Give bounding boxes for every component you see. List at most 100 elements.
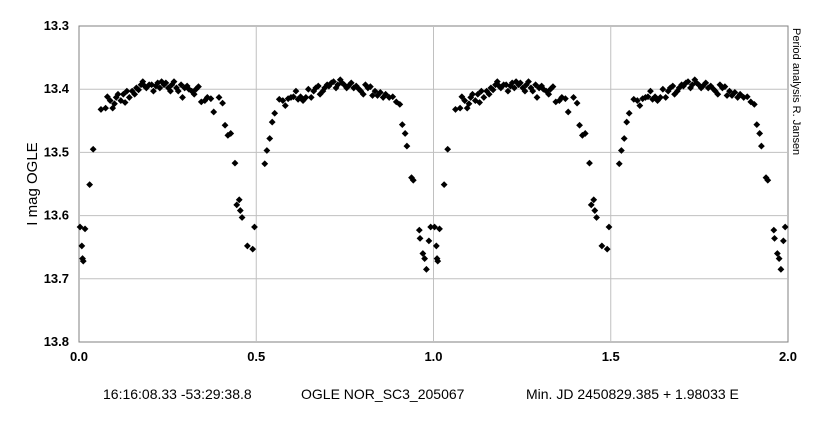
data-point bbox=[183, 82, 191, 90]
data-point bbox=[615, 160, 623, 168]
data-point bbox=[261, 160, 269, 168]
data-point bbox=[487, 84, 495, 92]
data-point bbox=[495, 82, 503, 90]
x-tick-labels: 0.0 0.5 1.0 1.5 2.0 bbox=[70, 349, 797, 364]
data-point bbox=[325, 82, 333, 90]
data-point bbox=[79, 257, 87, 265]
data-point bbox=[456, 104, 464, 112]
y-tick-label: 13.3 bbox=[44, 18, 69, 33]
data-point bbox=[427, 223, 435, 231]
data-point bbox=[238, 214, 246, 221]
data-point bbox=[684, 78, 692, 86]
data-point bbox=[419, 250, 427, 257]
data-point bbox=[474, 90, 482, 98]
data-point bbox=[421, 255, 429, 262]
data-point bbox=[510, 84, 518, 92]
data-point bbox=[731, 88, 739, 96]
data-point bbox=[139, 78, 147, 86]
data-point bbox=[221, 121, 229, 129]
data-point bbox=[316, 90, 324, 98]
data-point bbox=[319, 87, 327, 95]
data-point bbox=[307, 94, 315, 101]
data-point bbox=[471, 97, 479, 104]
data-point bbox=[570, 94, 577, 101]
data-point bbox=[385, 94, 393, 101]
data-point bbox=[516, 79, 524, 87]
data-point bbox=[549, 83, 557, 91]
data-point bbox=[714, 90, 722, 98]
data-point bbox=[396, 100, 404, 108]
data-point bbox=[131, 90, 139, 98]
data-point bbox=[382, 90, 390, 98]
y-axis-label: I mag OGLE bbox=[24, 142, 41, 225]
data-point bbox=[279, 97, 287, 104]
data-point bbox=[170, 78, 178, 86]
data-point bbox=[338, 79, 346, 87]
x-tick-label: 1.5 bbox=[602, 349, 620, 364]
data-point bbox=[89, 145, 97, 153]
data-point bbox=[249, 245, 257, 253]
data-point bbox=[135, 86, 142, 94]
data-point bbox=[207, 95, 215, 103]
data-point bbox=[483, 87, 491, 95]
data-point bbox=[721, 83, 729, 91]
data-point bbox=[425, 237, 433, 245]
data-point bbox=[617, 147, 625, 154]
data-point bbox=[493, 78, 501, 86]
side-note: Period analysis R. Jansen bbox=[790, 28, 802, 155]
data-point bbox=[458, 93, 466, 101]
data-point bbox=[352, 82, 360, 90]
data-point bbox=[680, 82, 687, 90]
data-point bbox=[710, 85, 717, 93]
footer-ephemeris: Min. JD 2450829.385 + 1.98033 E bbox=[526, 386, 739, 402]
data-point bbox=[586, 159, 593, 167]
data-point bbox=[693, 79, 700, 87]
data-point bbox=[633, 97, 641, 104]
data-point bbox=[775, 255, 783, 262]
data-point bbox=[403, 142, 411, 150]
data-point bbox=[625, 109, 633, 117]
grid bbox=[79, 26, 788, 342]
data-point bbox=[756, 130, 764, 137]
data-point bbox=[564, 108, 572, 116]
data-point bbox=[750, 100, 758, 108]
data-point bbox=[423, 265, 430, 273]
data-point bbox=[779, 237, 787, 245]
data-point bbox=[302, 94, 310, 101]
data-point bbox=[461, 97, 469, 104]
data-point bbox=[440, 181, 448, 189]
y-tick-label: 13.7 bbox=[44, 271, 69, 286]
data-point bbox=[167, 87, 174, 95]
y-tick-labels: 13.3 13.4 13.5 13.6 13.7 13.8 bbox=[44, 18, 70, 349]
x-tick-label: 2.0 bbox=[779, 349, 797, 364]
data-point bbox=[168, 81, 176, 89]
footer-object-id: OGLE NOR_SC3_205067 bbox=[301, 386, 465, 402]
y-tick-label: 13.5 bbox=[44, 144, 69, 159]
data-point bbox=[726, 87, 733, 95]
data-point bbox=[527, 84, 535, 92]
data-point bbox=[299, 97, 307, 104]
data-point bbox=[179, 94, 186, 101]
data-point bbox=[266, 135, 274, 142]
data-point bbox=[561, 95, 569, 103]
data-point bbox=[538, 82, 546, 90]
data-point bbox=[76, 223, 84, 231]
data-point bbox=[235, 196, 243, 204]
data-point bbox=[764, 176, 772, 184]
data-point bbox=[590, 196, 598, 204]
y-tick-label: 13.8 bbox=[44, 334, 69, 349]
data-point bbox=[489, 86, 497, 94]
data-point bbox=[647, 87, 654, 95]
data-point bbox=[355, 85, 363, 93]
data-point bbox=[281, 102, 289, 110]
data-point bbox=[576, 121, 583, 129]
data-point bbox=[480, 94, 488, 101]
data-point bbox=[97, 106, 105, 113]
data-point bbox=[195, 83, 202, 91]
data-point bbox=[504, 87, 512, 95]
data-point bbox=[114, 90, 122, 98]
data-point bbox=[545, 90, 553, 98]
data-point bbox=[128, 87, 136, 95]
data-point bbox=[415, 226, 423, 234]
data-point bbox=[227, 130, 235, 137]
